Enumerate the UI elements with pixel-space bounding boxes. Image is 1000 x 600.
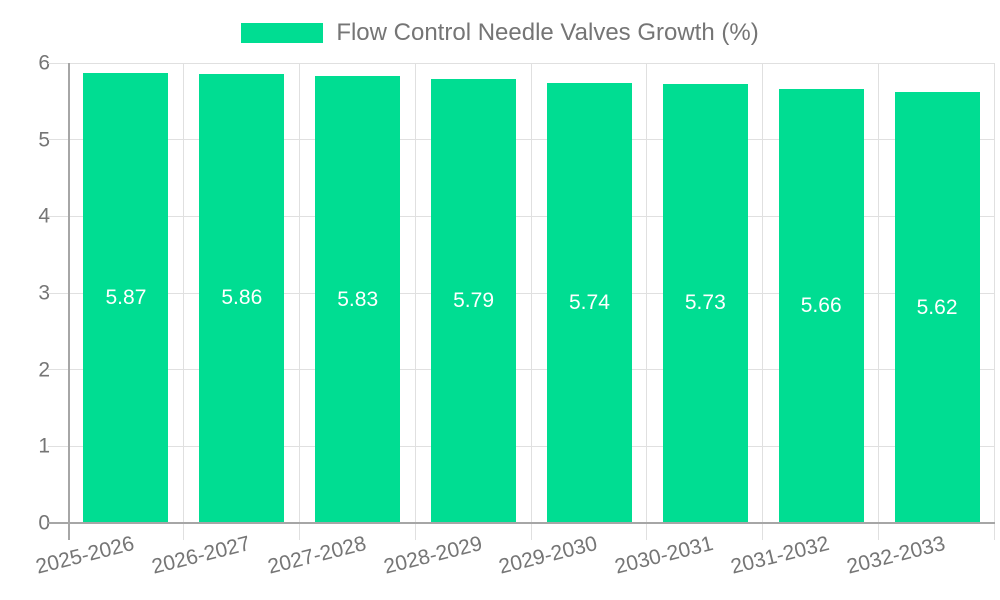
x-tick-label: 2030-2031	[612, 532, 716, 579]
y-tick-label: 0	[38, 511, 50, 535]
bar-value-label: 5.87	[105, 285, 147, 309]
bar-value-label: 5.74	[569, 290, 610, 314]
x-tick-label: 2029-2030	[496, 532, 601, 579]
bar[interactable]: 5.66	[778, 89, 864, 523]
legend-label: Flow Control Needle Valves Growth (%)	[336, 19, 759, 46]
bar-value-label: 5.66	[800, 294, 842, 318]
bar-value-label: 5.73	[684, 291, 726, 315]
x-tick-label: 2031-2032	[728, 532, 832, 579]
gridline-horizontal	[48, 292, 995, 294]
plot-area: 5.87 5.86 5.83 5.79 5.74 5.73 5.66 5.62	[48, 62, 995, 540]
x-axis-line	[48, 522, 995, 524]
gridline-vertical	[298, 63, 300, 540]
bar-value-label: 5.83	[337, 287, 379, 311]
y-tick-label: 3	[38, 281, 50, 305]
y-tick-label: 5	[38, 128, 50, 152]
y-tick-label: 1	[38, 434, 50, 458]
gridline-vertical	[414, 63, 416, 540]
bar[interactable]: 5.74	[546, 82, 632, 523]
y-tick-label: 2	[38, 358, 50, 382]
bar-value-label: 5.62	[916, 295, 958, 319]
x-tick-label: 2026-2027	[149, 532, 253, 579]
bar[interactable]: 5.62	[894, 92, 980, 523]
legend-swatch	[241, 23, 324, 43]
gridline-vertical	[530, 63, 532, 540]
x-tick-label: 2027-2028	[265, 532, 369, 579]
bar[interactable]: 5.86	[199, 73, 285, 523]
gridline-vertical	[878, 63, 880, 540]
bar-value-label: 5.79	[453, 289, 494, 313]
bar[interactable]: 5.79	[431, 79, 517, 523]
y-tick-label: 4	[38, 204, 50, 228]
bar[interactable]: 5.73	[662, 83, 748, 523]
gridline-vertical	[762, 63, 764, 540]
chart-legend[interactable]: Flow Control Needle Valves Growth (%)	[0, 19, 1000, 46]
bar[interactable]: 5.83	[315, 76, 401, 523]
gridline-horizontal	[48, 215, 995, 217]
x-axis-labels: 2025-2026 2026-2027 2027-2028 2028-2029 2029…	[33, 523, 995, 600]
y-axis-labels: 0 1 2 3 4 5 6	[0, 53, 50, 534]
gridline-horizontal	[48, 139, 995, 141]
bar-value-label: 5.86	[221, 286, 263, 310]
gridline-vertical	[646, 63, 648, 540]
y-tick-label: 6	[38, 51, 50, 75]
gridline-vertical	[182, 63, 184, 540]
y-axis-line	[68, 63, 70, 540]
gridline-horizontal	[48, 369, 995, 371]
gridline-horizontal	[48, 445, 995, 447]
gridline-vertical	[994, 63, 995, 540]
x-tick-label: 2028-2029	[381, 532, 485, 579]
x-tick-label: 2032-2033	[844, 532, 948, 579]
x-tick-label: 2025-2026	[33, 532, 137, 579]
gridline-horizontal	[48, 62, 995, 64]
bar[interactable]: 5.87	[83, 72, 169, 523]
